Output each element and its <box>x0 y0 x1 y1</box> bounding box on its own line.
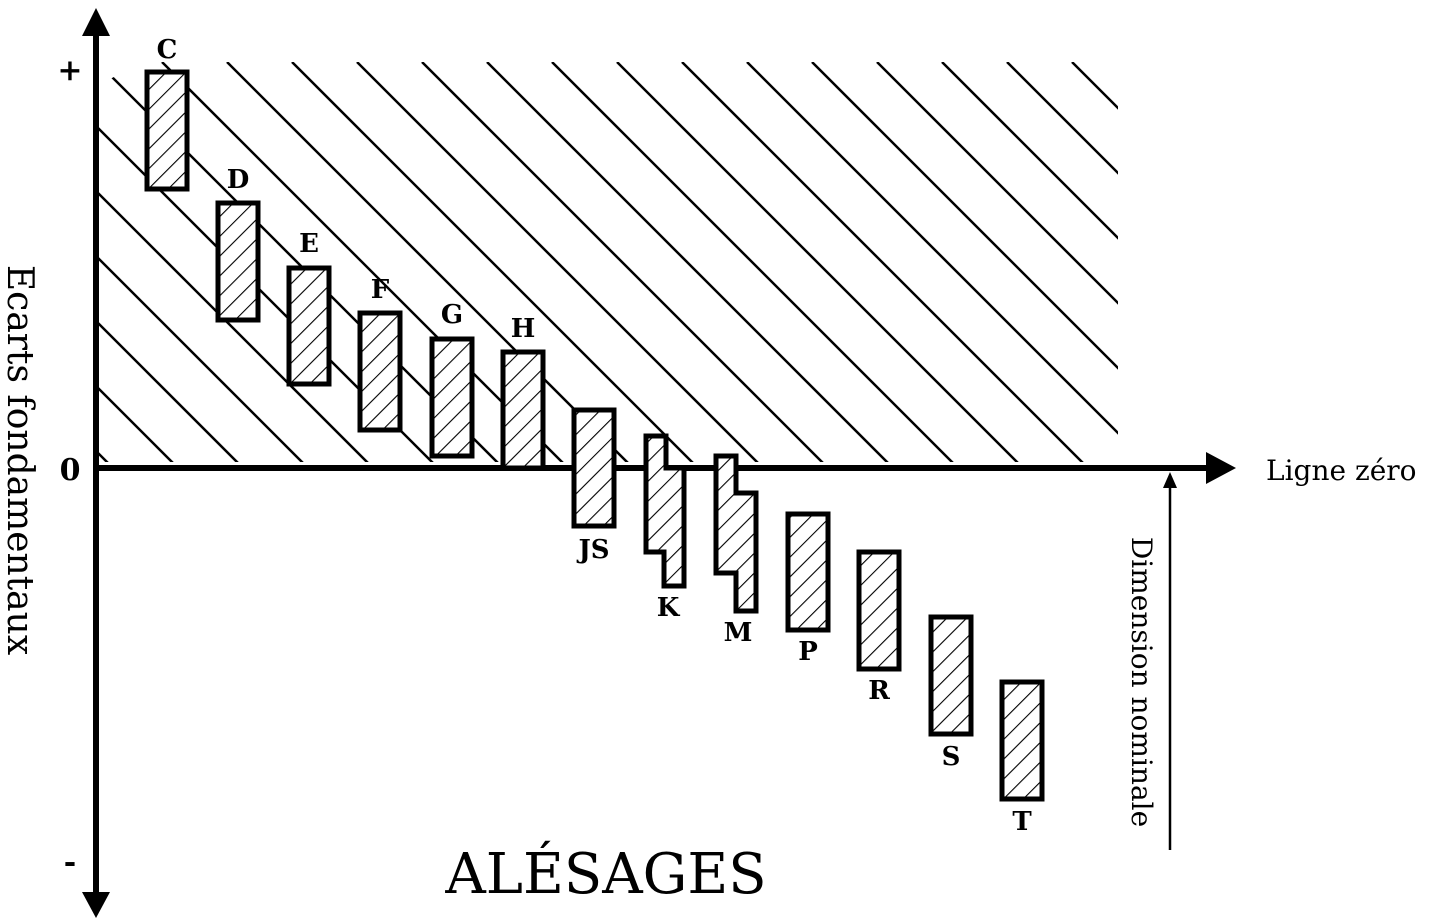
zone-s: S <box>928 614 974 772</box>
zone-box <box>500 349 546 471</box>
zone-label: F <box>371 275 390 305</box>
hatch-line <box>1006 62 1118 462</box>
y-axis-label: Ecarts fondamentaux <box>0 265 40 655</box>
zone-box <box>144 69 190 192</box>
hatch-line <box>551 62 959 462</box>
zone-label: G <box>441 300 463 330</box>
zone-box <box>357 310 403 433</box>
zone-g: G <box>429 300 475 459</box>
zone-m: M <box>713 453 759 648</box>
hatch-line <box>1137 62 1453 468</box>
zone-label: S <box>942 742 961 772</box>
hatch-line <box>291 62 699 462</box>
zone-label: E <box>299 229 319 259</box>
zone-h: H <box>500 314 546 471</box>
hatch-line <box>161 62 569 462</box>
hatch-line <box>876 62 1118 462</box>
hatch-line <box>941 62 1118 462</box>
axis-up-arrow-icon <box>82 8 110 36</box>
zone-t: T <box>999 679 1045 837</box>
hatch-line <box>98 62 374 462</box>
vertical-axis <box>82 8 110 918</box>
zone-c: C <box>144 35 190 192</box>
zone-box <box>999 679 1045 802</box>
zone-label: D <box>227 165 250 195</box>
zone-box <box>928 614 974 737</box>
zone-label: R <box>868 676 890 706</box>
zone-label: K <box>657 593 681 623</box>
zone-box <box>713 453 759 614</box>
nominal-arrow-head-icon <box>1163 472 1177 488</box>
zone-k: K <box>643 433 687 623</box>
zone-box <box>429 336 475 459</box>
hatch-line <box>356 62 764 462</box>
zone-d: D <box>215 165 261 323</box>
nominal-dimension-arrow <box>1163 472 1177 850</box>
tolerance-zones: C D E F G H JS K M P R S T <box>144 35 1045 837</box>
hatch-line <box>98 62 179 462</box>
hatch-line <box>421 62 829 462</box>
hatch-line <box>811 62 1118 462</box>
hatch-line <box>226 62 634 462</box>
zone-box <box>286 265 332 387</box>
zone-box <box>571 407 617 529</box>
zero-line-arrow-icon <box>1206 452 1236 484</box>
y-axis-minus: - <box>64 845 76 880</box>
hatch-line <box>616 62 1024 462</box>
y-axis-plus: + <box>57 53 82 88</box>
zone-box <box>856 549 902 672</box>
zone-label: JS <box>576 535 609 565</box>
zero-line-label: Ligne zéro <box>1266 454 1417 487</box>
background-hatch <box>98 62 1453 468</box>
hatch-knockout <box>98 62 140 86</box>
nominal-dimension-label: Dimension nominale <box>1125 537 1158 827</box>
hatch-line <box>681 62 1089 462</box>
zone-label: H <box>511 314 536 344</box>
zone-box <box>215 200 261 323</box>
zone-label: T <box>1012 807 1032 837</box>
hatch-line <box>98 62 309 462</box>
axis-down-arrow-icon <box>82 892 110 918</box>
zone-label: P <box>798 637 818 667</box>
hatch-line <box>746 62 1118 462</box>
hatch-line <box>1071 62 1118 462</box>
zone-js: JS <box>571 407 617 565</box>
zone-f: F <box>357 275 403 433</box>
zone-e: E <box>286 229 332 387</box>
hatch-line <box>486 62 894 462</box>
zone-box <box>785 511 831 633</box>
diagram-title: ALÉSAGES <box>444 840 766 907</box>
zone-p: P <box>785 511 831 667</box>
zone-box <box>643 433 687 589</box>
y-axis-zero: 0 <box>60 453 81 488</box>
zone-label: M <box>724 618 753 648</box>
zone-label: C <box>157 35 178 65</box>
zone-r: R <box>856 549 902 706</box>
hatch-line <box>98 62 244 462</box>
